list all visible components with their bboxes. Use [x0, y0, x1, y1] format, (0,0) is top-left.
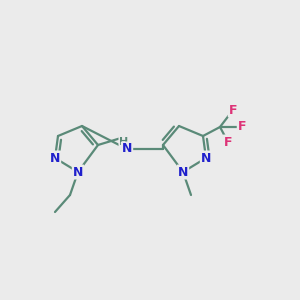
Text: N: N [201, 152, 211, 164]
Text: F: F [229, 103, 237, 116]
Text: N: N [50, 152, 60, 164]
Text: N: N [178, 166, 188, 178]
Text: F: F [224, 136, 232, 148]
Text: F: F [238, 121, 246, 134]
Text: N: N [122, 142, 132, 155]
Text: H: H [119, 137, 129, 147]
Text: N: N [73, 166, 83, 178]
